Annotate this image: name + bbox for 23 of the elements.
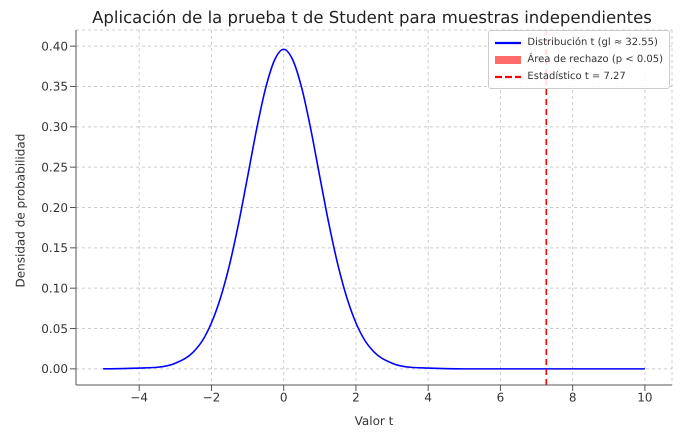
y-tick-label: 0.15 bbox=[41, 241, 68, 256]
x-tick-label: 0 bbox=[280, 390, 288, 405]
legend-label: Área de rechazo (p < 0.05) bbox=[527, 54, 663, 65]
x-tick-label: 10 bbox=[637, 390, 653, 405]
y-tick-label: 0.35 bbox=[41, 80, 68, 94]
chart-title: Aplicación de la prueba t de Student para muestras independientes bbox=[91, 8, 653, 27]
legend-label: Distribución t (gl ≈ 32.55) bbox=[527, 37, 658, 48]
y-tick-label: 0.25 bbox=[41, 160, 68, 174]
x-axis-title: Valor t bbox=[354, 414, 394, 428]
y-tick-label: 0.05 bbox=[41, 322, 68, 336]
y-tick-label: 0.20 bbox=[41, 200, 68, 215]
x-tick-label: 6 bbox=[496, 390, 504, 405]
y-tick-label: 0.40 bbox=[41, 39, 68, 54]
x-tick-label: 2 bbox=[352, 390, 360, 405]
y-tick-label: 0.30 bbox=[41, 120, 68, 134]
x-tick-label: −4 bbox=[130, 390, 148, 405]
x-tick-label: −2 bbox=[202, 390, 220, 405]
y-axis-title: Densidad de probabilidad bbox=[13, 134, 28, 288]
y-tick-label: 0.00 bbox=[41, 362, 68, 376]
x-tick-label: 8 bbox=[568, 390, 576, 405]
x-tick-label: 4 bbox=[424, 390, 432, 405]
ref-line-label: Estadístico t = 7.27 bbox=[527, 71, 626, 82]
y-tick-label: 0.10 bbox=[41, 281, 68, 296]
